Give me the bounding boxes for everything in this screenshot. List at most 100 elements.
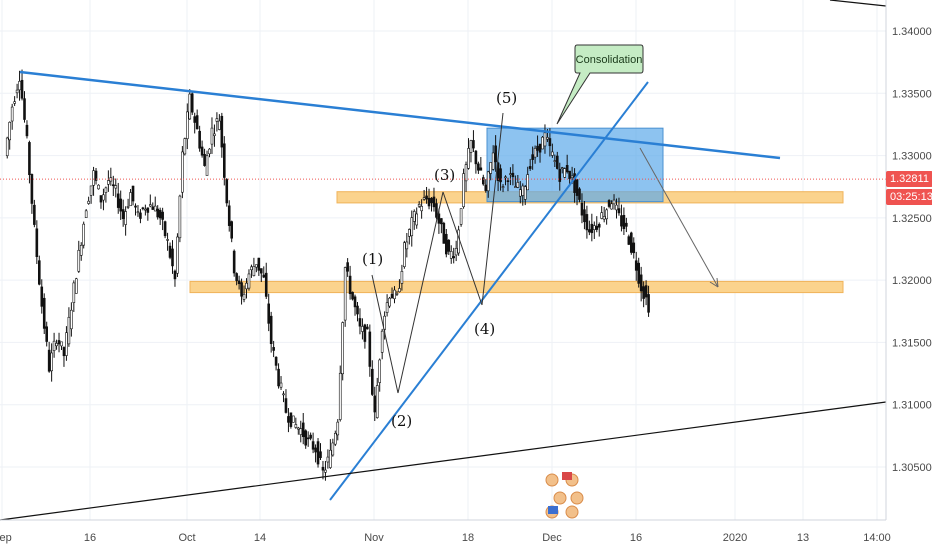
candle-body xyxy=(489,162,493,174)
price-tick-label: 1.32000 xyxy=(892,275,932,287)
consolidation-callout[interactable]: Consolidation xyxy=(556,44,644,125)
candle-body xyxy=(590,223,594,234)
candle-body xyxy=(452,256,456,259)
price-tick-label: 1.33000 xyxy=(892,151,932,163)
price-tick-label: 1.31000 xyxy=(892,400,932,412)
candle-body xyxy=(269,315,273,345)
candle-body xyxy=(462,173,465,208)
candle-body xyxy=(464,164,468,182)
time-tick-label: 14:00 xyxy=(863,532,891,544)
candle-body xyxy=(186,111,189,140)
candle-body xyxy=(588,229,591,233)
candle-body xyxy=(358,318,362,327)
support-zone[interactable] xyxy=(189,280,844,294)
candle-body xyxy=(33,204,36,225)
candle-body xyxy=(163,221,167,237)
candle-body xyxy=(240,282,243,297)
event-flags-icon[interactable] xyxy=(545,472,584,519)
time-tick-label: 16 xyxy=(630,532,642,544)
time-tick-label: Sep xyxy=(0,532,12,544)
candle-body xyxy=(168,245,172,258)
candle-body xyxy=(294,424,298,428)
candle-body xyxy=(481,177,485,185)
upper-trendline[interactable] xyxy=(19,70,781,160)
price-tick-label: 1.33500 xyxy=(892,88,932,100)
candle-body xyxy=(255,264,258,268)
candle-body xyxy=(632,242,636,254)
wave-leg[interactable] xyxy=(397,191,444,394)
candle-body xyxy=(247,273,251,289)
candle-body xyxy=(430,197,433,204)
candle-body xyxy=(223,143,226,178)
candle-body xyxy=(319,451,322,458)
candle-body xyxy=(622,215,626,230)
candle-body xyxy=(484,184,488,191)
candle-body xyxy=(250,266,253,271)
candle-body xyxy=(301,422,305,438)
candle-body xyxy=(55,343,58,347)
candle-body xyxy=(62,347,66,357)
candle-body xyxy=(541,136,544,150)
candle-body xyxy=(422,197,426,200)
price-axis[interactable]: 1.34000 1.33500 1.33000 1.32500 1.32000 1.315… xyxy=(885,0,932,520)
candle-body xyxy=(639,274,643,292)
candle-body xyxy=(514,186,517,188)
candle-body xyxy=(437,213,441,224)
candle-body xyxy=(324,469,327,473)
candle-body xyxy=(20,79,24,99)
candle-body xyxy=(195,115,199,130)
lower-support-line[interactable] xyxy=(0,401,887,521)
candle-body xyxy=(528,166,532,169)
candle-body xyxy=(274,356,278,366)
candle-body xyxy=(533,148,537,158)
candle-body xyxy=(257,257,261,271)
candle-body xyxy=(412,211,416,222)
candle-body xyxy=(368,331,372,367)
candle-body xyxy=(551,151,554,156)
candle-body xyxy=(213,133,216,136)
candle-body xyxy=(454,248,458,256)
wave-leg[interactable] xyxy=(371,274,399,394)
candle-body xyxy=(181,151,184,193)
candle-body xyxy=(107,180,110,185)
rising-trendline[interactable] xyxy=(329,81,649,501)
candle-body xyxy=(309,434,312,439)
candles-layer xyxy=(5,69,650,481)
candle-body xyxy=(373,395,377,413)
candle-body xyxy=(292,415,295,423)
candle-body xyxy=(296,427,300,430)
candle-body xyxy=(644,285,648,298)
candle-body xyxy=(121,209,125,219)
candle-body xyxy=(592,225,596,230)
candle-body xyxy=(407,229,411,237)
wave-leg[interactable] xyxy=(481,112,504,306)
candle-body xyxy=(94,170,98,181)
wave-leg[interactable] xyxy=(442,191,483,306)
candle-body xyxy=(477,163,480,171)
projection-arrowhead xyxy=(709,277,719,288)
candle-body xyxy=(304,430,308,446)
top-right-line[interactable] xyxy=(829,0,887,7)
candle-body xyxy=(523,186,527,200)
candle-body xyxy=(277,368,280,387)
candle-body xyxy=(220,115,224,148)
candle-body xyxy=(341,322,345,375)
candle-body xyxy=(57,340,61,345)
candle-body xyxy=(506,180,510,182)
candle-body xyxy=(560,167,564,169)
candle-body xyxy=(119,198,122,212)
time-axis[interactable]: Sep 16 Oct 14 Nov 18 Dec 16 2020 13 14:00 xyxy=(0,519,891,544)
candle-body xyxy=(602,216,606,220)
candle-body xyxy=(432,196,436,208)
candle-body xyxy=(338,372,342,420)
projection-arrow[interactable] xyxy=(639,147,719,288)
time-tick-label: 18 xyxy=(462,532,474,544)
candle-body xyxy=(15,89,19,94)
wave-label-2: (2) xyxy=(391,412,412,430)
candle-body xyxy=(467,148,470,169)
candle-body xyxy=(225,179,229,204)
time-tick-label: Dec xyxy=(542,532,562,544)
candle-body xyxy=(23,98,26,120)
candle-body xyxy=(282,393,285,396)
